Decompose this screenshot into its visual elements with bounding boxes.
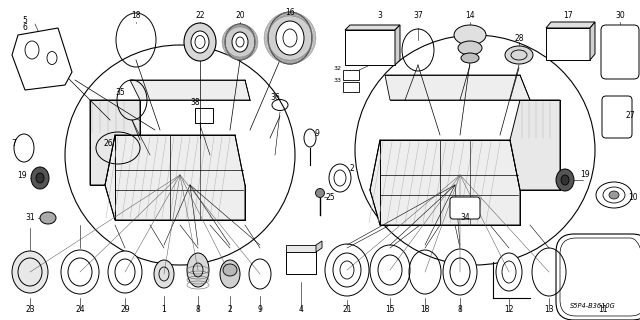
Text: 9: 9 [315, 129, 319, 138]
Text: 5: 5 [22, 15, 28, 25]
Ellipse shape [191, 31, 209, 53]
Ellipse shape [268, 12, 312, 64]
FancyBboxPatch shape [556, 234, 640, 320]
Ellipse shape [31, 167, 49, 189]
Ellipse shape [316, 188, 324, 197]
Text: 15: 15 [385, 306, 395, 315]
Text: 19: 19 [17, 171, 27, 180]
Ellipse shape [329, 164, 351, 192]
Text: 9: 9 [257, 306, 262, 315]
Ellipse shape [187, 253, 209, 287]
Polygon shape [546, 28, 590, 60]
Text: 24: 24 [75, 306, 85, 315]
Ellipse shape [443, 249, 477, 295]
Ellipse shape [370, 245, 410, 295]
Text: 11: 11 [598, 306, 608, 315]
Text: 28: 28 [515, 34, 524, 43]
Text: 12: 12 [504, 306, 514, 315]
Text: 6: 6 [22, 22, 28, 31]
Polygon shape [546, 22, 595, 28]
Bar [343, 70, 359, 80]
Text: 3: 3 [378, 11, 383, 20]
Ellipse shape [220, 260, 240, 288]
Bar [195, 108, 213, 123]
Text: 7: 7 [12, 139, 17, 148]
Polygon shape [345, 25, 400, 30]
Ellipse shape [458, 41, 482, 55]
Text: 27: 27 [625, 110, 635, 119]
FancyBboxPatch shape [602, 96, 632, 138]
Ellipse shape [556, 169, 574, 191]
Ellipse shape [276, 21, 304, 55]
Text: 14: 14 [465, 11, 475, 20]
Polygon shape [286, 245, 316, 252]
Polygon shape [345, 30, 395, 65]
Text: 22: 22 [195, 11, 205, 20]
Polygon shape [90, 100, 140, 185]
Ellipse shape [36, 173, 44, 183]
Text: 2: 2 [228, 306, 232, 315]
Ellipse shape [461, 53, 479, 63]
Ellipse shape [223, 264, 237, 276]
Text: 1: 1 [162, 306, 166, 315]
Ellipse shape [609, 191, 619, 199]
Ellipse shape [596, 182, 632, 208]
Text: 25: 25 [325, 193, 335, 202]
Text: 13: 13 [544, 306, 554, 315]
Text: 23: 23 [25, 306, 35, 315]
Ellipse shape [232, 32, 248, 52]
Text: 36: 36 [270, 92, 280, 101]
Ellipse shape [12, 251, 48, 293]
Text: 35: 35 [115, 87, 125, 97]
Text: 32: 32 [334, 66, 342, 70]
Polygon shape [12, 28, 72, 90]
Ellipse shape [496, 253, 522, 291]
Text: 8: 8 [458, 306, 462, 315]
Polygon shape [316, 241, 322, 252]
Ellipse shape [154, 260, 174, 288]
Text: 20: 20 [235, 11, 245, 20]
Text: 8: 8 [196, 306, 200, 315]
Text: 26: 26 [103, 139, 113, 148]
Polygon shape [105, 135, 245, 220]
Text: 38: 38 [190, 98, 200, 107]
Ellipse shape [505, 46, 533, 64]
Ellipse shape [561, 175, 569, 185]
Ellipse shape [325, 244, 369, 296]
Ellipse shape [40, 212, 56, 224]
Text: S5P4-B3610G: S5P4-B3610G [570, 303, 616, 309]
Text: 31: 31 [25, 213, 35, 222]
Ellipse shape [61, 250, 99, 294]
Bar [286, 252, 316, 274]
Ellipse shape [454, 25, 486, 45]
Bar [343, 82, 359, 92]
Text: 4: 4 [299, 306, 303, 315]
Polygon shape [385, 75, 530, 100]
Ellipse shape [184, 23, 216, 61]
Text: 37: 37 [413, 11, 423, 20]
Text: 30: 30 [615, 11, 625, 20]
Polygon shape [395, 25, 400, 65]
Text: 10: 10 [628, 194, 638, 203]
Polygon shape [510, 100, 560, 190]
FancyBboxPatch shape [450, 197, 480, 219]
Text: 21: 21 [342, 306, 352, 315]
Text: 33: 33 [334, 77, 342, 83]
Polygon shape [370, 140, 520, 225]
Text: 29: 29 [120, 306, 130, 315]
Text: 16: 16 [285, 7, 295, 17]
Ellipse shape [108, 251, 142, 293]
Text: 19: 19 [580, 170, 590, 179]
Polygon shape [590, 22, 595, 60]
Text: 18: 18 [131, 11, 141, 20]
Text: 34: 34 [460, 213, 470, 222]
Text: 18: 18 [420, 306, 429, 315]
Polygon shape [130, 80, 250, 100]
Text: 2: 2 [349, 164, 355, 172]
Text: 17: 17 [563, 11, 573, 20]
Ellipse shape [225, 24, 255, 60]
FancyBboxPatch shape [601, 25, 639, 79]
